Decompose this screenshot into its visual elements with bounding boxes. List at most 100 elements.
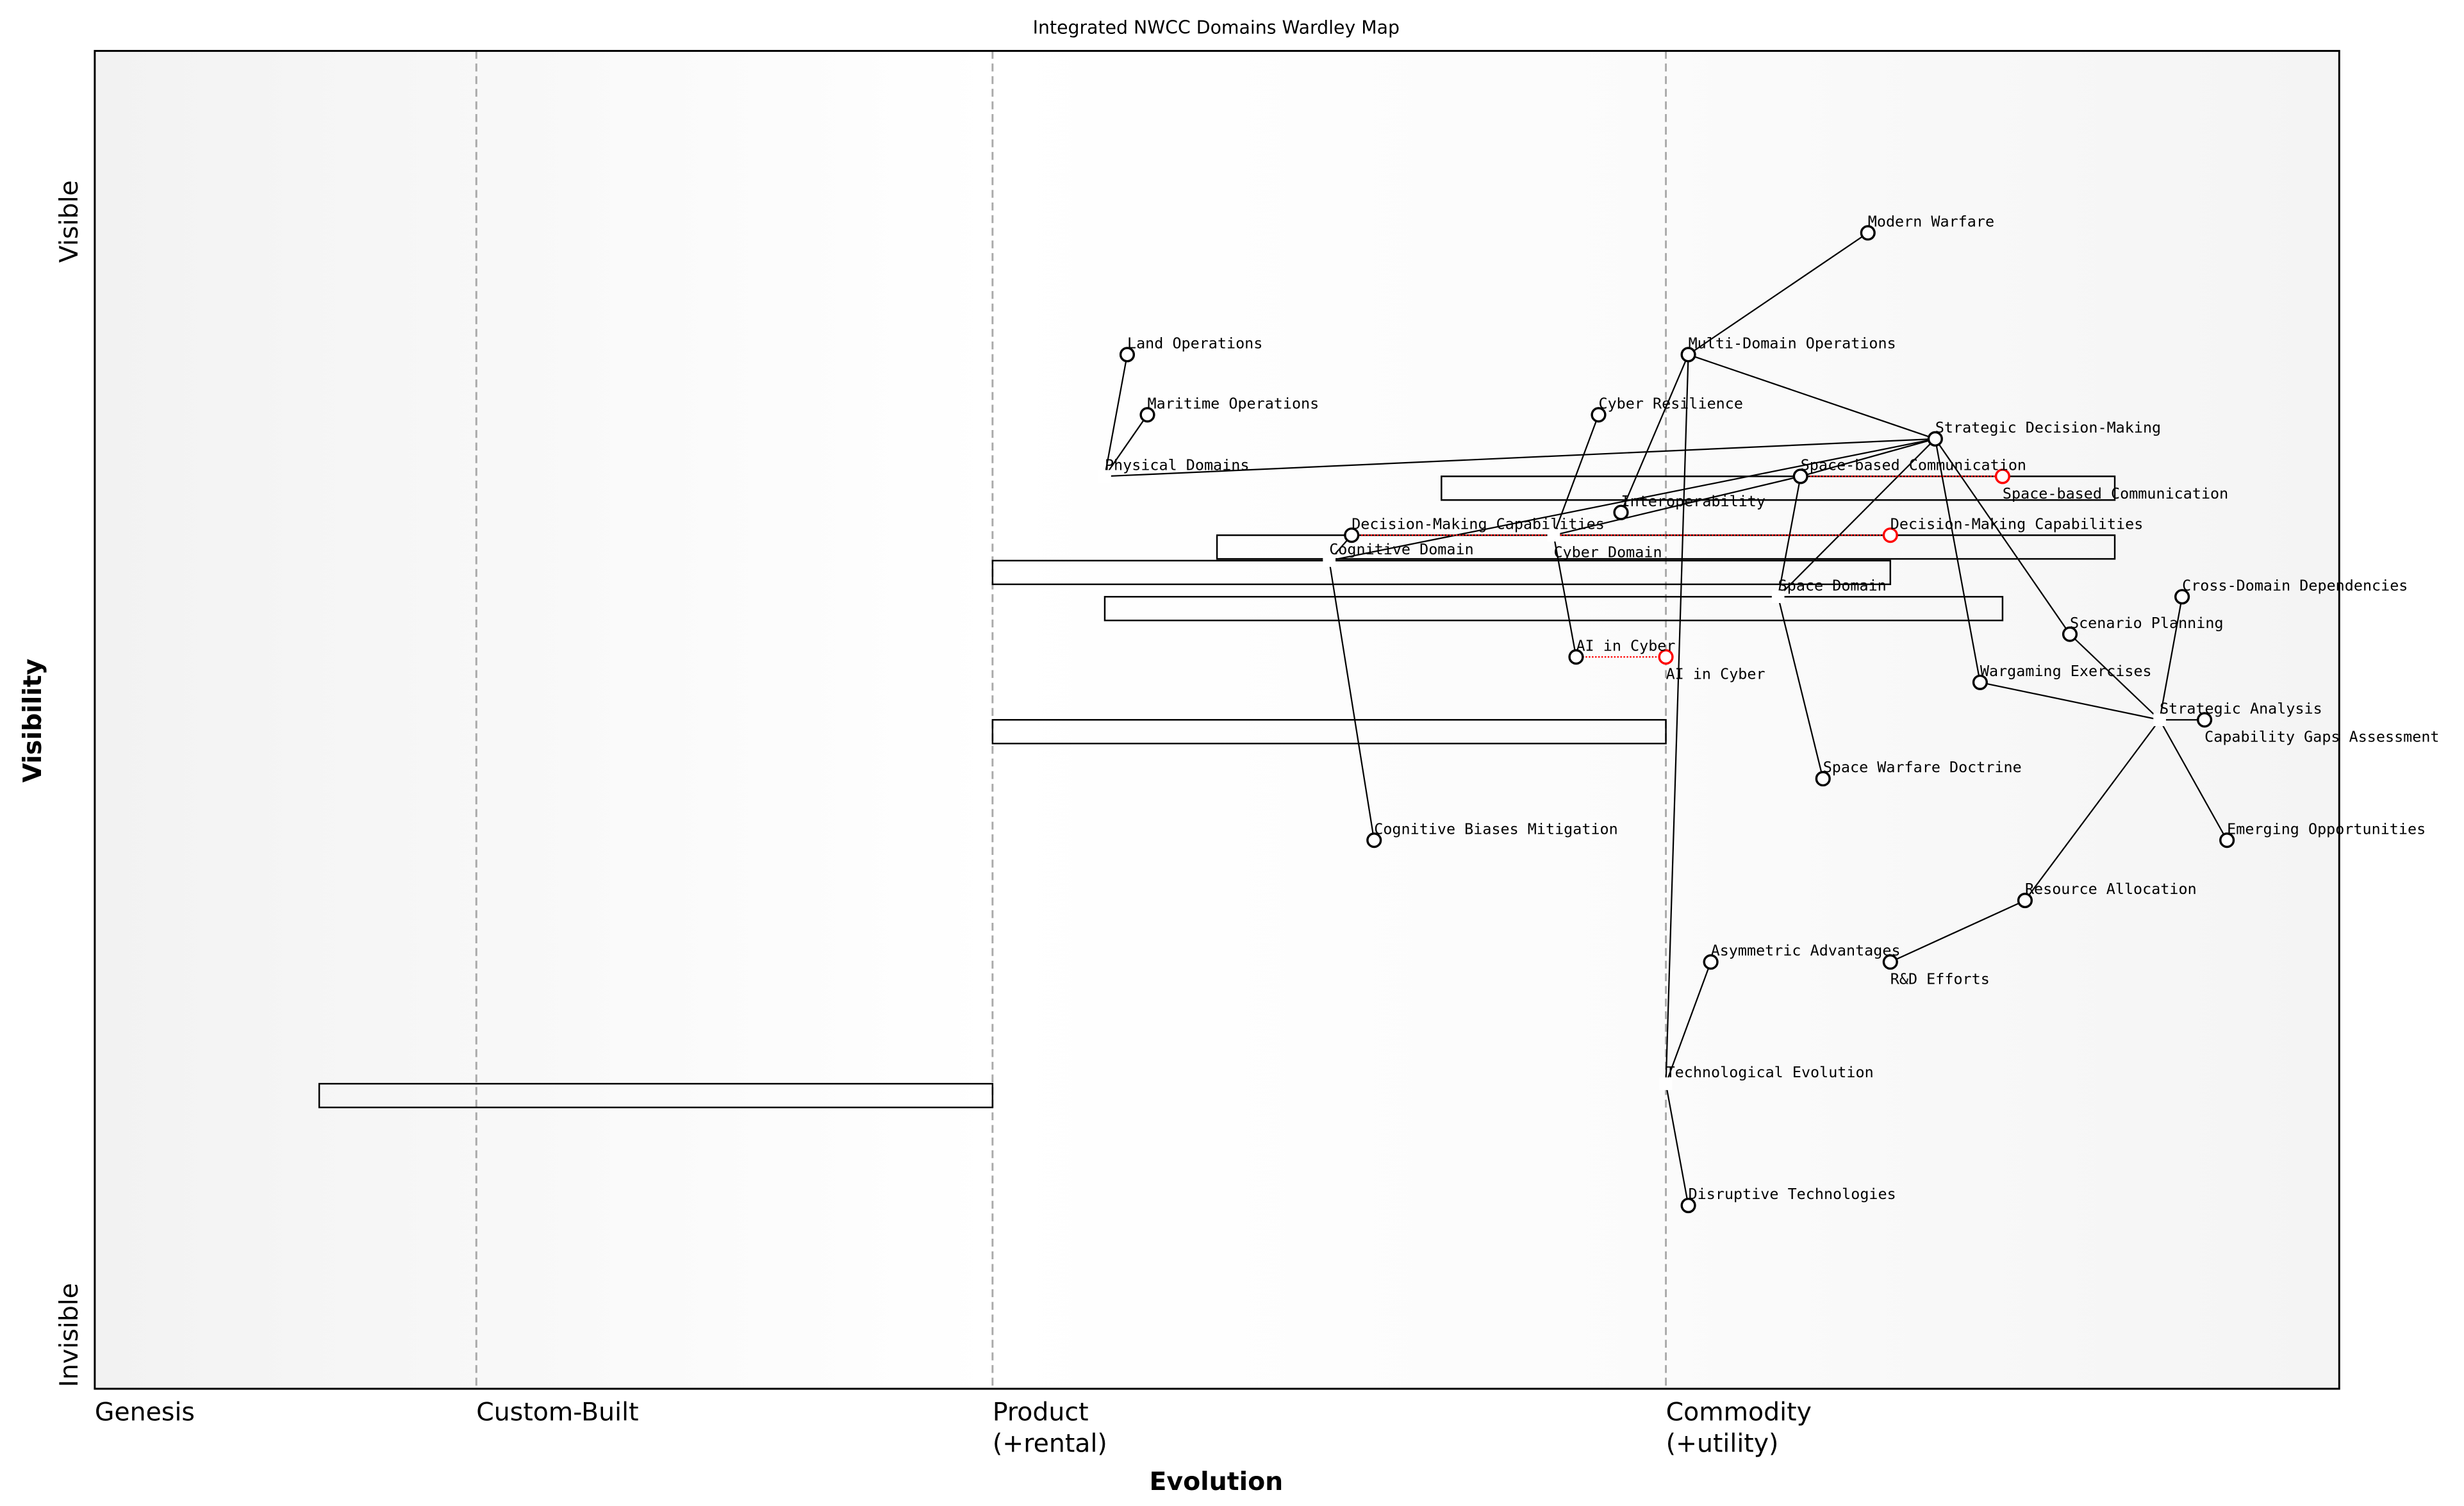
link-strategic-analysis-to-emerging-opportunities [2159, 719, 2228, 841]
pipeline [991, 719, 1667, 745]
pipeline [991, 559, 1892, 586]
label-resource-allocation: Resource Allocation [2025, 880, 2197, 898]
node-space-warfare-doctrine [1815, 771, 1831, 787]
label-ai-in-cyber: AI in Cyber [1576, 636, 1675, 654]
label-maritime-operations: Maritime Operations [1148, 394, 1319, 412]
label-randd-efforts: R&D Efforts [1890, 970, 1990, 988]
evolved-node-space-based-communication [1994, 468, 2011, 484]
link-multi-domain-operations-to-technological-evolution [1665, 354, 1689, 1084]
node-emerging-opportunities [2219, 832, 2235, 848]
node-cognitive-domain [1323, 554, 1336, 567]
node-strategic-decision-making [1927, 431, 1943, 447]
pipeline [1441, 476, 2116, 501]
link-cognitive-domain-to-cognitive-biases-mitigation [1328, 560, 1375, 841]
label-modern-warfare: Modern Warfare [1868, 212, 1994, 230]
evolved-node-ai-in-cyber [1658, 649, 1674, 665]
stage-label-commodity: Commodity [1666, 1397, 1812, 1427]
map-title: Integrated NWCC Domains Wardley Map [1033, 17, 1400, 38]
node-multi-domain-operations [1680, 347, 1696, 363]
label-strategic-decision-making: Strategic Decision-Making [1935, 418, 2161, 436]
link-physical-domains-to-land-operations [1104, 354, 1129, 477]
label-wargaming-exercises: Wargaming Exercises [1980, 662, 2152, 680]
evolved-label-space-based-communication: Space-based Communication [2003, 484, 2228, 502]
node-resource-allocation [2017, 892, 2033, 909]
node-technological-evolution [1659, 1077, 1673, 1090]
label-asymmetric-advantages: Asymmetric Advantages [1711, 941, 1901, 959]
label-strategic-analysis: Strategic Analysis [2160, 699, 2322, 717]
node-ai-in-cyber [1568, 649, 1584, 665]
stage-label-commodity: (+utility) [1666, 1429, 1779, 1459]
link-technological-evolution-to-asymmetric-advantages [1665, 961, 1712, 1084]
label-technological-evolution: Technological Evolution [1666, 1063, 1874, 1081]
link-multi-domain-operations-to-strategic-decision-making [1688, 354, 1936, 440]
pipeline [1104, 595, 2004, 622]
node-decision-making-capabilities [1344, 527, 1360, 543]
label-cognitive-biases-mitigation: Cognitive Biases Mitigation [1374, 820, 1617, 838]
link-cyber-domain-to-ai-in-cyber [1553, 534, 1577, 658]
node-disruptive-technologies [1680, 1197, 1696, 1214]
node-cognitive-biases-mitigation [1366, 832, 1382, 848]
node-wargaming-exercises [1972, 674, 1988, 690]
label-space-warfare-doctrine: Space Warfare Doctrine [1823, 758, 2022, 776]
node-cyber-resilience [1591, 407, 1607, 423]
label-cyber-domain: Cyber Domain [1553, 543, 1662, 561]
link-strategic-analysis-to-wargaming-exercises [1980, 681, 2160, 721]
stage-label-genesis: Genesis [95, 1397, 195, 1427]
link-multi-domain-operations-to-modern-warfare [1687, 232, 1869, 356]
evolved-node-decision-making-capabilities [1882, 527, 1898, 543]
y-axis-title: Visibility [18, 659, 47, 783]
evolved-label-decision-making-capabilities: Decision-Making Capabilities [1890, 515, 2144, 533]
node-strategic-analysis [2153, 713, 2166, 727]
x-axis-title: Evolution [1149, 1467, 1283, 1496]
label-physical-domains: Physical Domains [1105, 456, 1249, 474]
evolved-label-ai-in-cyber: AI in Cyber [1666, 665, 1765, 683]
node-physical-domains [1098, 470, 1111, 483]
node-maritime-operations [1139, 407, 1155, 423]
label-decision-making-capabilities: Decision-Making Capabilities [1352, 515, 1605, 533]
node-space-based-communication [1792, 468, 1808, 484]
node-cyber-domain [1547, 529, 1560, 542]
link-resource-allocation-to-randd-efforts [1890, 900, 2026, 963]
node-interoperability [1613, 504, 1629, 520]
link-strategic-analysis-to-scenario-planning [2069, 633, 2160, 721]
node-randd-efforts [1882, 954, 1898, 970]
node-modern-warfare [1860, 225, 1876, 241]
pipeline [318, 1082, 994, 1109]
link-strategic-decision-making-to-scenario-planning [1934, 438, 2071, 635]
label-emerging-opportunities: Emerging Opportunities [2227, 820, 2426, 838]
link-physical-domains-to-maritime-operations [1104, 414, 1148, 477]
link-physical-domains-to-strategic-decision-making [1104, 438, 1935, 477]
node-land-operations [1119, 347, 1136, 363]
link-space-based-communication-to-strategic-decision-making [1800, 438, 1936, 477]
label-capability-gaps-assessment: Capability Gaps Assessment [2204, 728, 2439, 746]
node-capability-gaps-assessment [2197, 712, 2213, 728]
link-strategic-analysis-to-cross-domain-dependencies [2159, 596, 2183, 720]
stage-label-product: Product [993, 1397, 1089, 1427]
label-space-domain: Space Domain [1778, 576, 1887, 594]
label-multi-domain-operations: Multi-Domain Operations [1689, 334, 1896, 352]
link-cyber-domain-to-space-based-communication [1553, 476, 1801, 536]
label-scenario-planning: Scenario Planning [2070, 614, 2224, 632]
link-space-domain-to-space-warfare-doctrine [1777, 596, 1824, 779]
label-disruptive-technologies: Disruptive Technologies [1689, 1185, 1896, 1203]
link-strategic-analysis-to-resource-allocation [2024, 719, 2160, 901]
link-space-domain-to-space-based-communication [1777, 476, 1801, 597]
y-bottom-label: Invisible [54, 1283, 84, 1387]
plot-frame [94, 49, 2340, 1390]
label-cyber-resilience: Cyber Resilience [1598, 394, 1742, 412]
y-top-label: Visible [54, 180, 84, 263]
label-space-based-communication: Space-based Communication [1801, 456, 2026, 474]
link-technological-evolution-to-disruptive-technologies [1665, 1083, 1689, 1206]
node-scenario-planning [2062, 626, 2078, 642]
label-cognitive-domain: Cognitive Domain [1329, 540, 1473, 558]
link-multi-domain-operations-to-interoperability [1620, 354, 1689, 513]
link-cyber-domain-to-cyber-resilience [1553, 414, 1600, 536]
node-cross-domain-dependencies [2174, 589, 2190, 605]
stage-label-product: (+rental) [993, 1429, 1107, 1459]
link-space-domain-to-strategic-decision-making [1777, 438, 1936, 597]
label-interoperability: Interoperability [1621, 492, 1765, 510]
node-space-domain [1771, 590, 1785, 604]
link-cognitive-domain-to-strategic-decision-making [1328, 438, 1936, 561]
label-cross-domain-dependencies: Cross-Domain Dependencies [2182, 576, 2408, 594]
